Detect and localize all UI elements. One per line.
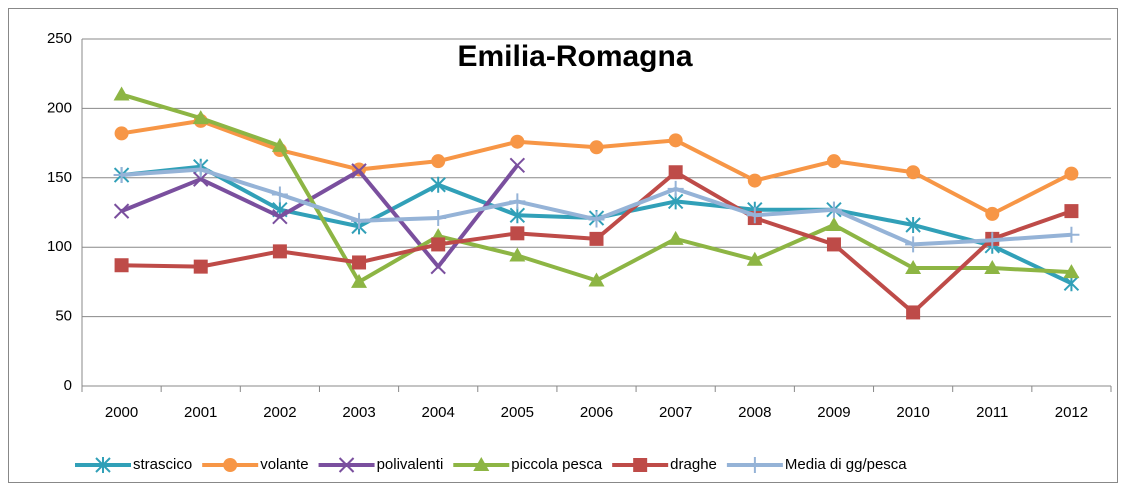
marker <box>431 154 446 169</box>
marker <box>351 163 367 179</box>
marker <box>272 208 288 225</box>
marker <box>509 207 526 224</box>
x-tick-label: 2009 <box>817 404 850 421</box>
marker <box>430 258 446 275</box>
legend-label: volante <box>260 456 308 473</box>
marker <box>668 165 683 180</box>
marker <box>193 259 208 274</box>
marker <box>113 203 130 219</box>
legend-label: draghe <box>670 456 717 473</box>
y-tick-label: 200 <box>47 99 72 116</box>
marker <box>905 260 922 275</box>
marker <box>747 173 762 188</box>
marker <box>193 171 209 187</box>
chart-border <box>8 8 1118 483</box>
marker <box>113 167 130 184</box>
marker <box>510 134 525 149</box>
x-tick-label: 2001 <box>184 404 217 421</box>
legend-label: strascico <box>133 456 192 473</box>
legend-item: draghe <box>612 456 717 473</box>
marker <box>746 251 763 266</box>
marker <box>1063 226 1080 243</box>
marker <box>95 457 111 473</box>
marker <box>192 161 209 178</box>
marker <box>473 457 490 471</box>
x-tick-label: 2008 <box>738 404 771 421</box>
marker <box>668 133 683 148</box>
marker <box>352 255 367 270</box>
y-tick-label: 150 <box>47 169 72 186</box>
marker <box>906 305 921 320</box>
marker <box>1064 166 1079 181</box>
y-tick-label: 100 <box>47 238 72 255</box>
marker <box>589 140 604 155</box>
marker <box>826 237 841 252</box>
marker <box>667 230 684 245</box>
marker <box>431 237 446 252</box>
x-tick-label: 2012 <box>1055 404 1088 421</box>
y-tick-label: 50 <box>55 308 72 325</box>
y-tick-label: 250 <box>47 30 72 47</box>
marker <box>984 232 1001 249</box>
marker <box>588 211 605 228</box>
marker <box>114 126 129 141</box>
marker <box>906 165 921 180</box>
x-tick-label: 2011 <box>976 404 1008 421</box>
marker <box>985 206 1000 221</box>
x-tick-label: 2003 <box>342 404 375 421</box>
legend-item: Media di gg/pesca <box>726 456 907 473</box>
x-tick-label: 2004 <box>422 404 455 421</box>
marker <box>430 210 447 227</box>
x-tick-label: 2005 <box>501 404 534 421</box>
marker <box>271 186 288 203</box>
marker <box>223 458 238 472</box>
marker <box>825 216 842 231</box>
marker <box>509 247 526 262</box>
marker <box>272 244 287 259</box>
legend-label: Media di gg/pesca <box>785 456 907 473</box>
marker <box>667 180 684 197</box>
marker <box>351 273 368 288</box>
marker <box>114 258 129 273</box>
marker <box>825 201 842 218</box>
marker <box>746 207 763 224</box>
marker <box>430 176 446 193</box>
y-tick-label: 0 <box>64 377 72 394</box>
marker <box>746 457 763 473</box>
x-tick-label: 2006 <box>580 404 613 421</box>
marker <box>509 157 526 174</box>
legend-item: strascico <box>75 456 192 473</box>
marker <box>984 260 1001 275</box>
marker <box>633 458 648 472</box>
marker <box>338 457 355 473</box>
x-tick-label: 2007 <box>659 404 692 421</box>
x-tick-label: 2000 <box>105 404 138 421</box>
legend-item: polivalenti <box>318 456 444 473</box>
legend-item: volante <box>202 456 309 473</box>
legend-label: piccola pesca <box>511 456 603 473</box>
marker <box>589 231 604 246</box>
marker <box>271 137 288 152</box>
x-tick-label: 2002 <box>263 404 296 421</box>
chart-title: Emilia-Romagna <box>457 40 692 73</box>
marker <box>905 216 921 233</box>
marker <box>113 86 130 101</box>
legend-label: polivalenti <box>377 456 444 473</box>
x-tick-label: 2010 <box>896 404 929 421</box>
legend-item: piccola pesca <box>453 456 603 473</box>
marker <box>826 154 841 169</box>
marker <box>1064 204 1079 219</box>
marker <box>351 212 368 229</box>
series-line <box>120 164 519 269</box>
marker <box>192 110 209 125</box>
marker <box>510 226 525 241</box>
marker <box>509 193 526 210</box>
marker <box>1063 264 1080 279</box>
marker <box>905 236 922 253</box>
marker <box>588 272 605 287</box>
